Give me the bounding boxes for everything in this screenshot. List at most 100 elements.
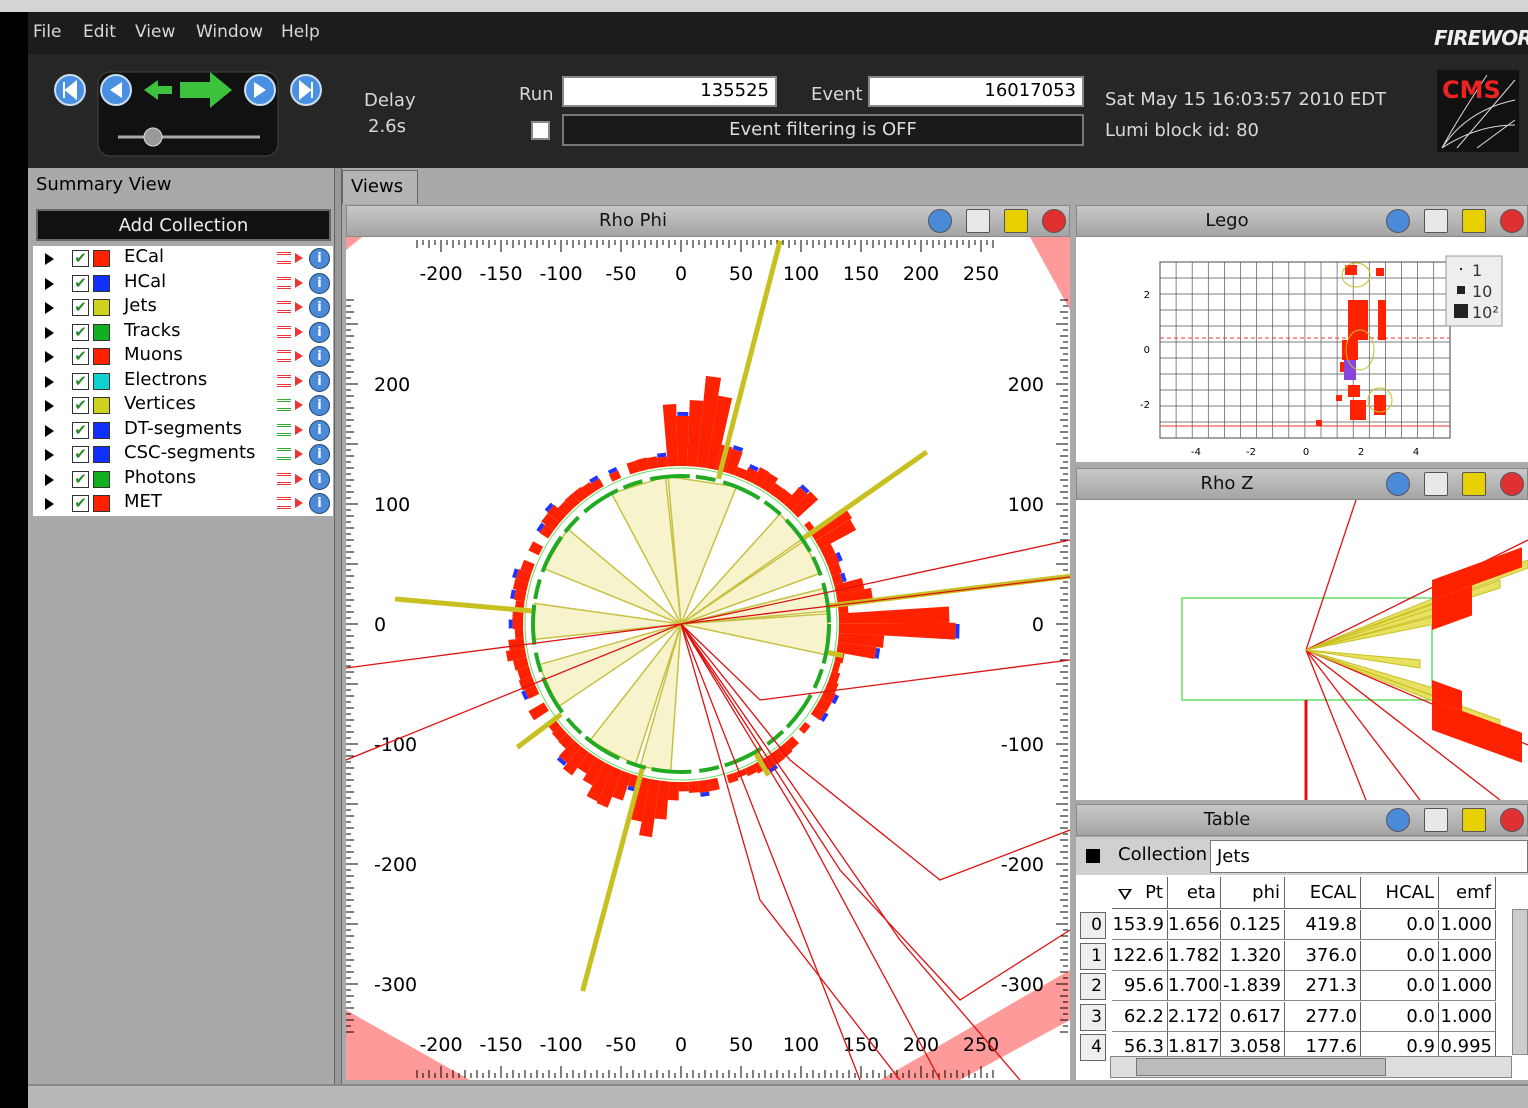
info-button[interactable] <box>1386 472 1410 496</box>
color-swatch[interactable] <box>93 470 110 488</box>
info-button[interactable]: i <box>309 395 330 416</box>
info-button[interactable]: i <box>309 468 330 490</box>
undock-button[interactable] <box>966 209 990 233</box>
visible-checkbox[interactable]: ✔ <box>72 421 89 439</box>
maximize-button[interactable] <box>1004 209 1028 233</box>
filter-icon[interactable] <box>277 399 291 411</box>
undock-button[interactable] <box>1424 808 1448 832</box>
expand-arrow[interactable] <box>45 424 54 437</box>
visible-checkbox[interactable]: ✔ <box>72 250 89 267</box>
views-tab[interactable]: Views <box>342 170 418 204</box>
info-button[interactable]: i <box>309 297 330 318</box>
run-input[interactable]: 135525 <box>562 76 777 107</box>
visible-checkbox[interactable]: ✔ <box>72 446 89 463</box>
expand-arrow[interactable] <box>45 449 54 461</box>
expand-arrow[interactable] <box>45 498 54 510</box>
maximize-button[interactable] <box>1462 808 1486 832</box>
visible-checkbox[interactable]: ✔ <box>72 495 89 512</box>
menu-item[interactable]: View <box>135 22 176 42</box>
filter-icon[interactable] <box>277 325 291 338</box>
info-button[interactable]: i <box>309 493 330 514</box>
expand-arrow[interactable] <box>45 400 54 412</box>
close-button[interactable] <box>1500 808 1524 832</box>
visible-checkbox[interactable]: ✔ <box>72 323 89 341</box>
expand-arrow[interactable] <box>45 302 54 314</box>
info-button[interactable] <box>1386 209 1410 233</box>
info-button[interactable] <box>1386 808 1410 832</box>
info-button[interactable]: i <box>309 444 330 465</box>
expand-arrow[interactable] <box>45 277 54 290</box>
color-swatch[interactable] <box>93 446 110 463</box>
backward-button[interactable] <box>144 80 172 100</box>
scroll-thumb[interactable] <box>1136 1058 1386 1076</box>
visible-checkbox[interactable]: ✔ <box>72 299 89 316</box>
visible-checkbox[interactable]: ✔ <box>72 372 89 390</box>
hcal-tower <box>607 467 618 475</box>
filter-icon[interactable] <box>277 301 291 313</box>
expand-arrow[interactable] <box>45 375 54 388</box>
color-swatch[interactable] <box>93 250 110 267</box>
menu-item[interactable]: Window <box>196 22 264 42</box>
color-swatch[interactable] <box>93 397 110 414</box>
column-header[interactable]: HCAL <box>1361 877 1439 909</box>
track <box>680 576 1070 625</box>
arrow-icon <box>295 498 303 508</box>
column-header[interactable]: eta <box>1168 877 1221 909</box>
info-button[interactable]: i <box>309 346 330 367</box>
hcal-tower <box>544 502 554 513</box>
filter-checkbox[interactable] <box>531 121 550 140</box>
color-swatch[interactable] <box>93 421 110 439</box>
filter-icon[interactable] <box>277 497 291 509</box>
expand-arrow[interactable] <box>45 473 54 486</box>
undock-button[interactable] <box>1424 472 1448 496</box>
column-header[interactable]: emf <box>1439 877 1496 909</box>
color-swatch[interactable] <box>93 372 110 390</box>
close-button[interactable] <box>1500 472 1524 496</box>
visible-checkbox[interactable]: ✔ <box>72 397 89 414</box>
filter-icon[interactable] <box>277 448 291 460</box>
info-button[interactable]: i <box>309 248 330 269</box>
filter-icon[interactable] <box>277 423 291 436</box>
filter-button[interactable]: Event filtering is OFF <box>562 114 1084 146</box>
delay-slider-handle[interactable] <box>143 127 163 147</box>
filter-icon[interactable] <box>277 374 291 387</box>
color-swatch[interactable] <box>93 323 110 341</box>
expand-arrow[interactable] <box>45 351 54 363</box>
menu-item[interactable]: Edit <box>83 22 116 42</box>
column-header[interactable]: ECAL <box>1285 877 1361 909</box>
info-button[interactable]: i <box>309 321 330 343</box>
info-button[interactable]: i <box>309 272 330 294</box>
column-header[interactable]: Pt <box>1112 877 1168 909</box>
collection-select[interactable]: Jets <box>1210 840 1528 873</box>
info-button[interactable]: i <box>309 370 330 392</box>
color-swatch[interactable] <box>93 348 110 365</box>
add-collection-button[interactable]: Add Collection <box>36 209 331 241</box>
visible-checkbox[interactable]: ✔ <box>72 274 89 292</box>
x-tick-label: 50 <box>729 1034 753 1056</box>
info-button[interactable] <box>928 209 952 233</box>
visible-checkbox[interactable]: ✔ <box>72 348 89 365</box>
event-input[interactable]: 16017053 <box>868 76 1084 107</box>
filter-icon[interactable] <box>277 252 291 264</box>
maximize-button[interactable] <box>1462 472 1486 496</box>
forward-button[interactable] <box>180 72 232 108</box>
expand-arrow[interactable] <box>45 326 54 339</box>
filter-icon[interactable] <box>277 276 291 289</box>
filter-icon[interactable] <box>277 472 291 485</box>
menu-item[interactable]: File <box>33 22 62 42</box>
visible-checkbox[interactable]: ✔ <box>72 470 89 488</box>
filter-icon[interactable] <box>277 350 291 362</box>
column-header[interactable]: phi <box>1221 877 1285 909</box>
color-swatch[interactable] <box>93 274 110 292</box>
collection-name: MET <box>124 491 162 512</box>
undock-button[interactable] <box>1424 209 1448 233</box>
menu-item[interactable]: Help <box>281 22 320 42</box>
close-button[interactable] <box>1500 209 1524 233</box>
calo-tower <box>512 578 529 592</box>
expand-arrow[interactable] <box>45 253 54 265</box>
maximize-button[interactable] <box>1462 209 1486 233</box>
color-swatch[interactable] <box>93 495 110 512</box>
color-swatch[interactable] <box>93 299 110 316</box>
close-button[interactable] <box>1042 209 1066 233</box>
info-button[interactable]: i <box>309 419 330 441</box>
